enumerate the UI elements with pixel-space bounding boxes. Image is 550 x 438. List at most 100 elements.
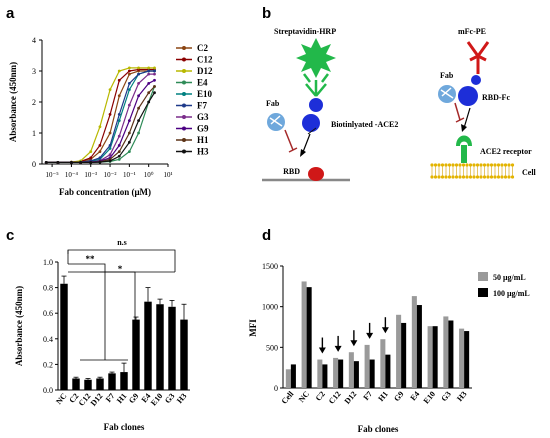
panel-a-data-point bbox=[137, 82, 140, 85]
panel-d-bar bbox=[338, 359, 344, 388]
panel-d-bar bbox=[427, 326, 433, 388]
panel-a-data-point bbox=[153, 66, 156, 70]
down-arrow-head bbox=[381, 327, 389, 334]
panel-a-data-point bbox=[127, 72, 131, 76]
panel-a-x-tick-label: 10¹ bbox=[163, 171, 172, 179]
panel-d-x-tick-label: H3 bbox=[455, 390, 468, 404]
panel-d-bar bbox=[464, 331, 470, 388]
panel-a-data-point bbox=[117, 134, 121, 138]
panel-a-data-point bbox=[147, 72, 151, 76]
panel-d-bar bbox=[301, 281, 307, 388]
panel-c-x-tick-label: G3 bbox=[163, 392, 176, 406]
panel-a-data-point bbox=[127, 82, 131, 85]
panel-c-bar bbox=[72, 378, 80, 390]
panel-a-data-point bbox=[117, 154, 121, 158]
panel-a-legend-marker bbox=[182, 103, 186, 108]
down-arrow-head bbox=[318, 347, 326, 354]
panel-d-x-tick-label: C2 bbox=[314, 390, 327, 403]
label-biotinylated-ace2: Biotinlyated -ACE2 bbox=[331, 120, 398, 129]
panel-d-x-tick-label: D12 bbox=[343, 390, 359, 406]
panel-a-data-point bbox=[117, 69, 121, 73]
panel-d-bar bbox=[411, 296, 417, 388]
panel-a-data-point bbox=[89, 150, 93, 154]
panel-c-y-tick-label: 0.6 bbox=[43, 309, 53, 318]
panel-a-data-point bbox=[137, 131, 140, 135]
panel-a-legend-marker bbox=[182, 138, 186, 142]
panel-a-data-point bbox=[127, 131, 131, 135]
panel-a-y-tick-label: 1 bbox=[32, 129, 36, 138]
panel-a-letter: a bbox=[6, 5, 15, 22]
panel-a-data-point bbox=[137, 66, 140, 70]
panel-a-data-point bbox=[44, 161, 48, 164]
panel-a-data-point bbox=[137, 119, 140, 122]
panel-a-legend-label: C2 bbox=[197, 43, 208, 53]
panel-a-data-point bbox=[79, 161, 83, 164]
legend-label-100: 100 μg/mL bbox=[493, 289, 530, 298]
panel-d-x-tick-label: E10 bbox=[422, 390, 437, 406]
panel-d-bar bbox=[333, 357, 339, 388]
panel-a-data-point bbox=[70, 161, 73, 164]
fab-right-detail bbox=[440, 87, 454, 99]
sig-label-star: * bbox=[118, 264, 123, 274]
panel-a-legend-label: E4 bbox=[197, 78, 208, 88]
panel-a-data-point bbox=[137, 106, 140, 110]
label-rbd: RBD bbox=[283, 167, 300, 176]
inhibit-bar-right bbox=[455, 117, 465, 123]
panel-a-data-point bbox=[98, 125, 102, 129]
panel-d-bar bbox=[385, 354, 391, 388]
panel-d-y-tick-label: 0 bbox=[274, 384, 278, 393]
panel-a-y-tick-label: 0 bbox=[32, 160, 36, 169]
panel-c-bar bbox=[180, 319, 188, 390]
panel-a-legend-label: G3 bbox=[197, 112, 209, 122]
panel-a-legend-label: C12 bbox=[197, 55, 213, 65]
panel-c-x-label: Fab clones bbox=[104, 422, 145, 432]
label-fab-left: Fab bbox=[266, 99, 280, 108]
panel-d-bar bbox=[322, 364, 328, 388]
legend-swatch-100 bbox=[478, 288, 488, 297]
panel-b-schematic: RBD Streptavidin-HRP Biotinlyated -ACE2 … bbox=[262, 27, 537, 182]
panel-a-legend-marker bbox=[182, 115, 186, 119]
rbd-fc-blob bbox=[458, 86, 478, 106]
inhibit-line-right bbox=[454, 102, 461, 121]
panel-d-bar bbox=[380, 339, 386, 388]
panel-d-x-tick-label: G3 bbox=[439, 390, 452, 404]
panel-a-data-point bbox=[108, 131, 112, 135]
panel-c-y-tick-label: 0.8 bbox=[43, 284, 53, 293]
panel-d-bar bbox=[416, 305, 422, 388]
label-ace2-receptor: ACE2 receptor bbox=[480, 147, 532, 156]
panel-c-y-tick-label: 0.4 bbox=[43, 335, 53, 344]
down-arrow-head bbox=[366, 332, 374, 339]
panel-d-bar bbox=[369, 359, 375, 388]
panel-d-bar bbox=[348, 352, 354, 388]
panel-d-x-tick-label: H1 bbox=[376, 390, 389, 404]
panel-a-data-point bbox=[89, 156, 93, 160]
panel-c-x-tick-label: H1 bbox=[115, 392, 128, 406]
panel-a-data-point bbox=[147, 69, 151, 73]
panel-a-y-tick-label: 3 bbox=[32, 67, 36, 76]
inhibit-bar-left bbox=[288, 147, 298, 153]
legend-swatch-50 bbox=[478, 272, 488, 281]
binding-arrow-left bbox=[302, 133, 311, 153]
panel-c-bar bbox=[132, 319, 140, 390]
panel-a-data-point bbox=[127, 150, 131, 154]
panel-a-data-point bbox=[117, 150, 121, 154]
panel-c-x-tick-label: F7 bbox=[104, 392, 117, 405]
panel-c-bar bbox=[120, 372, 128, 390]
panel-d-x-label: Fab clones bbox=[358, 424, 399, 434]
panel-a-data-point bbox=[147, 66, 151, 70]
label-rbd-fc: RBD-Fc bbox=[482, 93, 510, 102]
panel-a-series-line bbox=[46, 73, 155, 163]
rbd-fc-top bbox=[471, 75, 481, 85]
panel-a-x-tick-label: 10⁻¹ bbox=[123, 171, 136, 179]
arrowhead-right bbox=[461, 124, 467, 132]
panel-a-legend-label: H3 bbox=[197, 147, 209, 157]
fab-left-detail bbox=[269, 115, 283, 127]
panel-a-y-tick-label: 2 bbox=[32, 98, 36, 107]
panel-d-x-tick-label: NC bbox=[297, 389, 311, 404]
binding-arrow-right bbox=[463, 107, 471, 129]
panel-c-bar bbox=[60, 283, 68, 390]
panel-a-x-tick-label: 10⁻⁴ bbox=[65, 171, 79, 179]
panel-a-legend-label: E10 bbox=[197, 89, 213, 99]
panel-a-line-chart: 10⁻⁵ 10⁻⁴ 10⁻³ 10⁻² 10⁻¹ 10⁰ 10¹ 0 1 2 3 4 C2 C12D1… bbox=[8, 36, 213, 197]
